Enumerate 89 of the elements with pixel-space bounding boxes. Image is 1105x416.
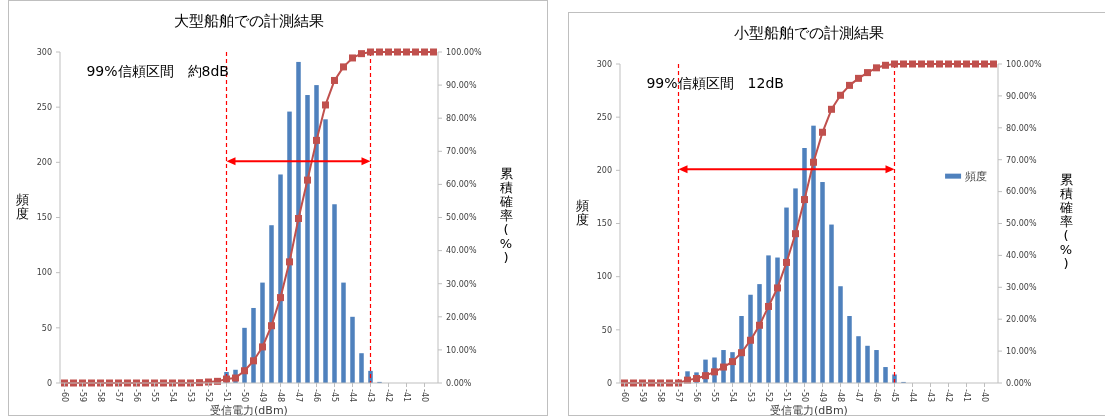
x-tick-label: -59 (77, 389, 87, 403)
y-tick-label: 100 (36, 268, 52, 278)
x-tick-label: -49 (257, 389, 267, 403)
x-tick-label: -43 (925, 389, 935, 403)
y2-tick-label: 30.00% (1006, 283, 1037, 293)
x-tick-label: -52 (763, 389, 773, 403)
x-tick-label: -41 (401, 389, 411, 403)
x-tick-label: -50 (799, 389, 809, 403)
x-tick-label: -53 (185, 389, 195, 403)
x-tick-label: -60 (619, 389, 629, 403)
x-tick-label: -51 (221, 389, 231, 403)
legend-label: 頻度 (965, 169, 988, 183)
y-tick-label: 300 (596, 59, 612, 69)
y2-tick-label: 30.00% (446, 279, 477, 289)
y-tick-label: 0 (606, 378, 612, 388)
x-tick-label: -42 (943, 389, 953, 403)
x-tick-label: -48 (275, 389, 285, 403)
y-tick-label: 100 (596, 272, 612, 282)
y-tick-label: 50 (601, 325, 612, 335)
x-tick-label: -58 (95, 389, 105, 403)
chart-title: 大型船舶での計測結果 (174, 12, 324, 30)
y-tick-label: 250 (596, 112, 612, 122)
x-tick-label: -52 (203, 389, 213, 403)
y2-tick-label: 40.00% (446, 246, 477, 256)
x-tick-label: -46 (311, 389, 321, 403)
x-tick-label: -54 (167, 389, 177, 403)
y2-axis-title: 累積確率(%) (498, 165, 513, 265)
x-tick-label: -60 (59, 389, 69, 403)
x-tick-label: -45 (329, 389, 339, 403)
x-tick-label: -58 (655, 389, 665, 403)
y2-tick-label: 10.00% (446, 345, 477, 355)
y-tick-label: 50 (41, 323, 52, 333)
x-tick-label: -57 (113, 389, 123, 403)
y-axis-title: 頻度 (575, 197, 589, 227)
y2-tick-label: 90.00% (1006, 91, 1037, 101)
y2-tick-label: 10.00% (1006, 346, 1037, 356)
y-tick-label: 0 (46, 378, 52, 388)
y2-tick-label: 60.00% (446, 180, 477, 190)
y2-tick-label: 20.00% (1006, 315, 1037, 324)
y2-tick-label: 90.00% (446, 80, 477, 90)
y-tick-label: 200 (596, 166, 612, 176)
x-tick-label: -42 (383, 389, 393, 403)
x-tick-label: -56 (691, 389, 701, 403)
x-tick-label: -55 (709, 389, 719, 403)
x-tick-label: -47 (853, 389, 863, 403)
y-tick-label: 250 (36, 102, 52, 112)
y2-tick-label: 80.00% (446, 114, 477, 123)
y2-tick-label: 70.00% (446, 147, 477, 157)
x-tick-label: -54 (727, 389, 737, 403)
x-tick-label: -46 (871, 389, 881, 403)
x-tick-label: -47 (293, 389, 303, 403)
x-tick-label: -55 (149, 389, 159, 403)
y2-tick-label: 60.00% (1006, 187, 1037, 197)
x-tick-label: -53 (745, 389, 755, 403)
y2-tick-label: 0.00% (1006, 378, 1032, 388)
y-axis-title: 頻度 (15, 191, 29, 221)
y2-tick-label: 70.00% (1006, 155, 1037, 165)
y-tick-label: 300 (36, 47, 52, 57)
x-tick-label: -44 (347, 389, 357, 403)
y2-tick-label: 80.00% (1006, 123, 1037, 133)
y-tick-label: 200 (36, 158, 52, 168)
y2-tick-label: 50.00% (446, 213, 477, 223)
chart-title: 小型船舶での計測結果 (734, 24, 884, 42)
x-tick-label: -44 (907, 389, 917, 403)
x-tick-label: -56 (131, 389, 141, 403)
x-tick-label: -45 (889, 389, 899, 403)
x-tick-label: -50 (239, 389, 249, 403)
y2-tick-label: 0.00% (446, 378, 472, 388)
annotation: 99%信頼区間 約8dB (86, 63, 229, 79)
x-tick-label: -59 (637, 389, 647, 403)
y2-tick-label: 40.00% (1006, 251, 1037, 261)
x-tick-label: -40 (979, 389, 989, 403)
y-tick-label: 150 (36, 213, 52, 223)
x-tick-label: -57 (673, 389, 683, 403)
y2-tick-label: 100.00% (446, 47, 482, 57)
x-tick-label: -43 (365, 389, 375, 403)
x-tick-label: -40 (419, 389, 429, 403)
y2-axis-title: 累積確率(%) (1058, 171, 1073, 271)
x-tick-label: -51 (781, 389, 791, 403)
x-tick-label: -48 (835, 389, 845, 403)
y-tick-label: 150 (596, 219, 612, 229)
x-tick-label: -49 (817, 389, 827, 403)
y2-tick-label: 50.00% (1006, 219, 1037, 229)
y2-tick-label: 100.00% (1006, 59, 1042, 69)
x-tick-label: -41 (961, 389, 971, 403)
annotation: 99%信頼区間 12dB (646, 75, 784, 91)
x-axis-title: 受信電力(dBm) (210, 404, 288, 416)
y2-tick-label: 20.00% (446, 312, 477, 322)
x-axis-title: 受信電力(dBm) (770, 404, 848, 416)
